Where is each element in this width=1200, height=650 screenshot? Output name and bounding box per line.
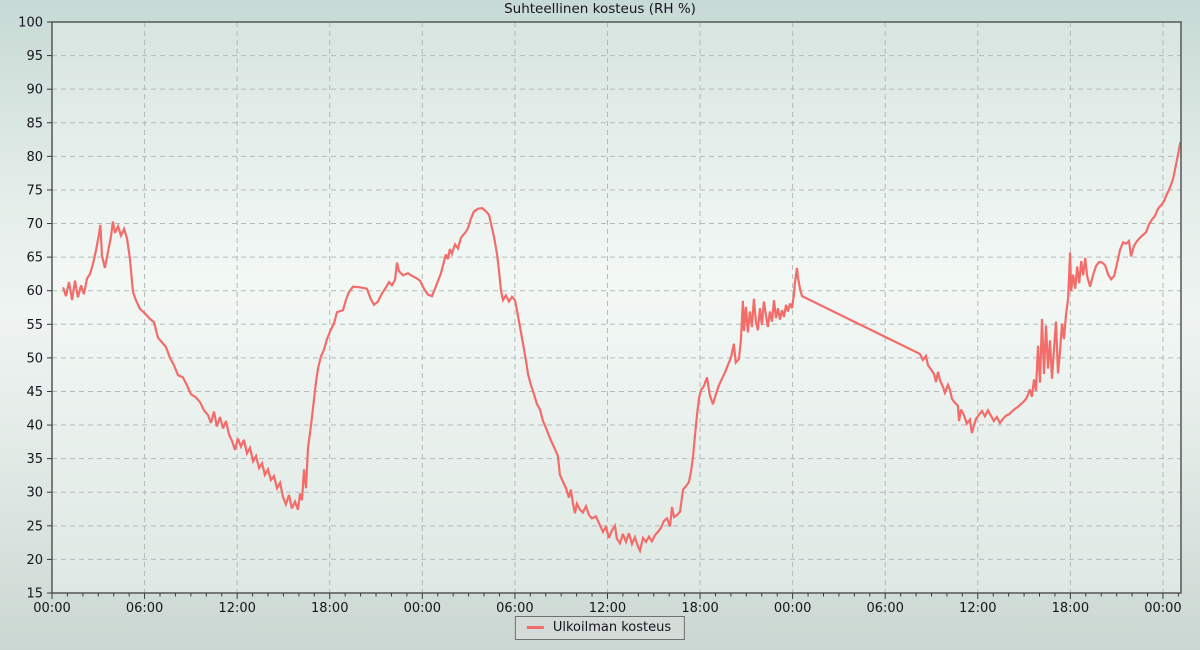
svg-text:12:00: 12:00 [218,601,255,616]
svg-text:00:00: 00:00 [774,601,811,616]
svg-text:30: 30 [26,486,43,501]
svg-text:00:00: 00:00 [404,601,441,616]
svg-text:75: 75 [26,183,43,198]
x-axis-labels: 00:00 06:00 12:00 18:00 00:00 06:00 12:00 18:00… [33,601,1181,616]
series-color-swatch [526,626,544,629]
svg-text:20: 20 [26,553,43,568]
svg-text:55: 55 [26,318,43,333]
svg-text:15: 15 [26,587,43,602]
svg-text:40: 40 [26,419,43,434]
svg-text:90: 90 [26,83,43,98]
svg-text:06:00: 06:00 [866,601,903,616]
horizontal-gridlines [52,55,1181,560]
svg-text:25: 25 [26,519,43,534]
legend-box: Ulkoilman kosteus [514,616,686,640]
svg-text:18:00: 18:00 [681,601,718,616]
plot-frame [51,21,1182,594]
svg-text:35: 35 [26,452,43,467]
svg-text:95: 95 [26,49,43,64]
y-axis-labels: 15 20 25 30 35 40 45 50 55 60 65 70 75 80 85 90 95 100 [18,16,43,602]
humidity-series-line [61,141,1182,554]
axis-ticks [47,21,1179,599]
svg-text:65: 65 [26,251,43,266]
svg-text:12:00: 12:00 [589,601,626,616]
svg-text:06:00: 06:00 [496,601,533,616]
svg-text:18:00: 18:00 [311,601,348,616]
plot-background [52,22,1181,593]
chart-title: Suhteellinen kosteus (RH %) [504,1,696,17]
svg-text:18:00: 18:00 [1052,601,1089,616]
svg-text:06:00: 06:00 [126,601,163,616]
svg-text:45: 45 [26,385,43,400]
svg-text:70: 70 [26,217,43,232]
svg-text:85: 85 [26,116,43,131]
svg-text:00:00: 00:00 [1144,601,1181,616]
svg-text:100: 100 [18,16,43,31]
svg-text:50: 50 [26,351,43,366]
legend-label: Ulkoilman kosteus [552,620,672,635]
svg-text:80: 80 [26,150,43,165]
svg-text:12:00: 12:00 [959,601,996,616]
svg-text:00:00: 00:00 [33,601,70,616]
svg-text:60: 60 [26,284,43,299]
